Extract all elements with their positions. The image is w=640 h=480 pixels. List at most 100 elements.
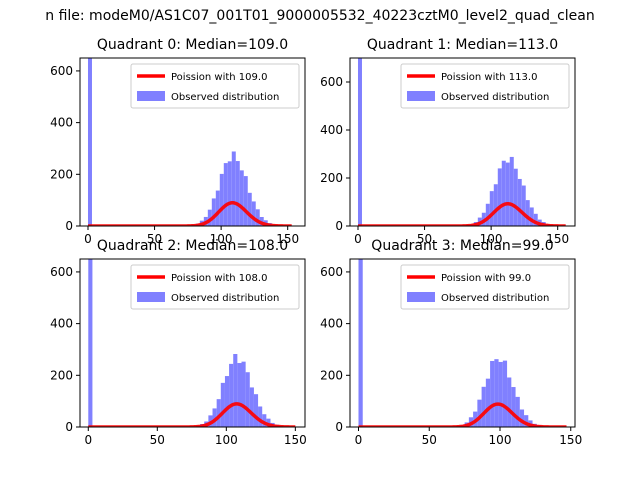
x-tick-label: 150 (284, 433, 307, 447)
x-tick-label: 150 (546, 232, 569, 246)
y-tick-label: 600 (50, 265, 73, 279)
histogram-bar (212, 408, 217, 427)
y-tick-label: 0 (335, 219, 343, 233)
y-tick-label: 200 (50, 167, 73, 181)
histogram-bar (481, 386, 486, 427)
y-tick-label: 400 (50, 317, 73, 331)
histogram-bar (216, 399, 221, 427)
legend-patch-swatch (407, 292, 435, 302)
x-tick-label: 0 (84, 232, 92, 246)
figure-suptitle: n file: modeM0/AS1C07_001T01_9000005532_… (45, 8, 594, 24)
histogram-bar (517, 178, 522, 226)
histogram-bar (493, 184, 498, 226)
histogram-bar (87, 58, 92, 226)
x-tick-label: 50 (417, 232, 432, 246)
subplot-grid: Quadrant 0: Median=109.0 0 50 100 150 0 200 400… (50, 37, 582, 447)
histogram-bar (235, 161, 240, 226)
x-tick-label: 0 (84, 433, 92, 447)
histogram-bar (262, 414, 267, 427)
histogram-bar (509, 156, 514, 226)
legend-label-observed: Observed distribution (171, 293, 279, 304)
y-tick-label: 600 (320, 75, 343, 89)
x-tick-label: 0 (355, 433, 363, 447)
y-tick-label: 200 (320, 171, 343, 185)
poisson-curve (358, 402, 567, 427)
subplot-title: Quadrant 1: Median=113.0 (367, 37, 558, 53)
legend: Poission with 108.0 Observed distribution (130, 264, 300, 310)
x-tick-label: 0 (354, 232, 362, 246)
axes-frame (349, 57, 576, 227)
histogram-bar (239, 170, 244, 226)
histogram-bar (497, 168, 502, 226)
histogram-bar (489, 191, 494, 226)
histogram-bar (220, 382, 225, 427)
histogram-bar (515, 396, 520, 427)
legend-label-poisson: Poission with 108.0 (171, 273, 267, 284)
legend-box (130, 264, 300, 310)
histogram-bar (237, 363, 242, 427)
legend-label-observed: Observed distribution (171, 92, 279, 103)
y-tick-label: 0 (65, 420, 73, 434)
histogram-bar (245, 372, 250, 427)
histogram-bar (215, 190, 220, 226)
legend: Poission with 113.0 Observed distribution (400, 63, 570, 109)
legend-patch-swatch (137, 292, 165, 302)
x-tick-label: 50 (150, 433, 165, 447)
histogram-bar (533, 213, 538, 226)
histogram-bar (494, 359, 499, 427)
legend-patch-swatch (407, 91, 435, 101)
histogram-bar (529, 207, 534, 226)
x-tick-label: 100 (210, 232, 233, 246)
histogram-bar (513, 168, 518, 226)
x-tick-label: 100 (489, 433, 512, 447)
histogram-bar (507, 377, 512, 427)
x-tick-label: 150 (559, 433, 582, 447)
legend-box (400, 63, 570, 109)
legend-label-poisson: Poission with 113.0 (441, 72, 537, 83)
x-tick-label: 100 (215, 433, 238, 447)
subplot-quadrant-1: Quadrant 1: Median=113.0 0 50 100 150 0 200 400… (320, 37, 576, 246)
axes-frame (349, 258, 576, 428)
histogram-bar (502, 360, 508, 427)
y-tick-label: 600 (320, 265, 343, 279)
legend-label-observed: Observed distribution (441, 92, 549, 103)
histogram-bar (505, 162, 510, 226)
y-tick-label: 200 (50, 368, 73, 382)
y-tick-label: 400 (320, 317, 343, 331)
y-tick-label: 0 (65, 219, 73, 233)
y-tick-label: 0 (335, 420, 343, 434)
histogram-bar (525, 200, 530, 226)
histogram-bar (521, 185, 526, 226)
y-tick-label: 400 (320, 123, 343, 137)
histogram-bar (253, 394, 259, 427)
histogram-bar (358, 259, 363, 427)
histogram-bar (490, 360, 495, 427)
x-tick-label: 50 (422, 433, 437, 447)
x-tick-label: 50 (147, 232, 162, 246)
subplot-quadrant-3: Quadrant 3: Median=99.0 0 50 100 150 0 200 400 6… (320, 238, 582, 447)
histogram-bar (219, 173, 224, 226)
histogram-bar (88, 259, 93, 427)
histogram-bar (223, 163, 228, 226)
histogram-bar (207, 209, 212, 226)
legend-label-observed: Observed distribution (441, 293, 549, 304)
legend-label-poisson: Poission with 99.0 (441, 273, 531, 284)
legend-box (130, 63, 300, 109)
legend: Poission with 109.0 Observed distribution (130, 63, 300, 109)
histogram-bar (251, 201, 256, 226)
histogram-bar (247, 192, 252, 226)
histogram-bar (485, 203, 490, 226)
histogram-bar (498, 361, 503, 427)
histogram-bar (231, 151, 236, 226)
histogram-bar (485, 378, 491, 427)
histogram-bar (255, 209, 260, 226)
histogram-bar (357, 58, 362, 226)
legend-box (400, 264, 570, 310)
axes-frame (79, 57, 306, 227)
y-tick-label: 400 (50, 116, 73, 130)
histogram-bar (211, 198, 216, 226)
subplot-title: Quadrant 2: Median=108.0 (97, 238, 288, 254)
histogram-bar (524, 415, 529, 427)
y-tick-label: 200 (320, 368, 343, 382)
subplot-title: Quadrant 3: Median=99.0 (371, 238, 553, 254)
